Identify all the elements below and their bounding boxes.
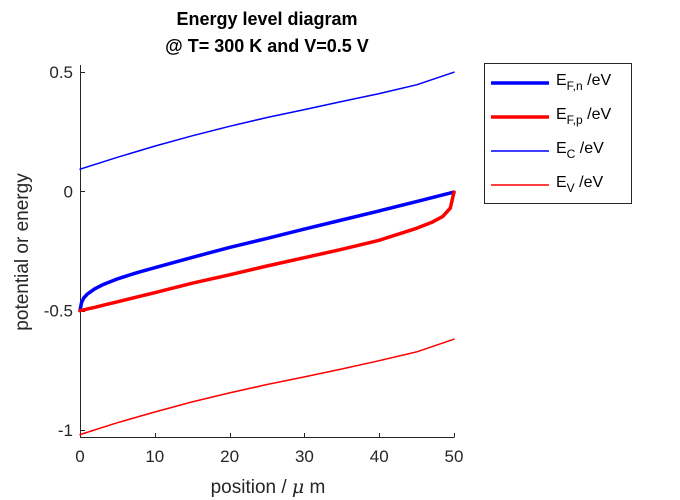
legend-box <box>484 63 632 204</box>
x-axis-label-unit: m <box>304 477 325 498</box>
plot-area: 0 10 20 30 40 50 0.5 0 -0.5 -1 <box>44 63 464 466</box>
x-tick-label: 20 <box>220 447 239 466</box>
legend-entry: EF,p /eV <box>556 106 611 127</box>
chart-title-line-2: @ T= 300 K and V=0.5 V <box>165 36 369 56</box>
x-tick-label: 40 <box>370 447 389 466</box>
series-line-3 <box>79 71 455 170</box>
legend-entry: EC /eV <box>556 140 604 161</box>
y-tick-label: 0 <box>64 182 73 201</box>
x-axis-label-mu: μ <box>292 476 304 498</box>
y-tick-label: -1 <box>58 421 73 440</box>
y-tick-label: 0.5 <box>49 63 73 82</box>
y-axis-label: potential or energy <box>12 173 33 331</box>
legend-entry: EV /eV <box>556 174 603 195</box>
series-line-1 <box>78 190 456 313</box>
legend-entry: EF,n /eV <box>556 72 611 93</box>
axis-ticks: 0 10 20 30 40 50 0.5 0 -0.5 -1 <box>44 63 464 466</box>
x-tick-label: 50 <box>445 447 464 466</box>
series-line-2 <box>78 190 456 313</box>
series-line-4 <box>79 338 455 436</box>
x-tick-label: 0 <box>75 447 84 466</box>
legend: EF,n /eV EF,p /eV EC /eV EV /eV <box>484 63 632 204</box>
x-tick-label: 10 <box>145 447 164 466</box>
y-tick-label: -0.5 <box>44 302 73 321</box>
chart-title-line-1: Energy level diagram <box>176 9 357 29</box>
x-axis-label: position / μ m <box>211 476 326 498</box>
x-tick-label: 30 <box>295 447 314 466</box>
series-lines <box>78 71 456 436</box>
x-axis-label-text: position / <box>211 477 292 498</box>
